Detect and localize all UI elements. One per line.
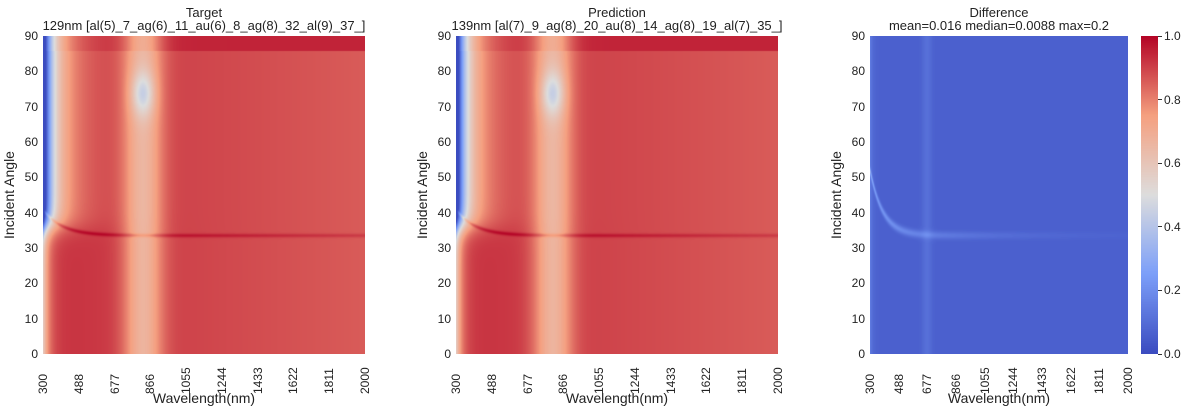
y-tick-label: 20	[24, 276, 38, 291]
x-tick-label: 2000	[358, 367, 372, 394]
y-tick-label: 40	[24, 205, 38, 220]
colorbar-tick-label: 1.0	[1164, 29, 1181, 43]
y-tick-label: 90	[24, 29, 38, 43]
colorbar-tick-label: 0.6	[1164, 156, 1181, 171]
y-tick-label: 10	[437, 311, 451, 326]
y-tick-label: 20	[851, 276, 865, 291]
heatmap-1	[43, 36, 365, 354]
x-tick-label: 488	[484, 373, 499, 394]
y-tick-label: 50	[851, 170, 865, 185]
y-axis-label: Incident Angle	[414, 151, 430, 239]
x-axis-label: Wavelength(nm)	[947, 390, 1051, 406]
y-tick-label: 70	[24, 99, 38, 114]
y-tick-label: 90	[851, 29, 865, 43]
x-tick-label: 2000	[771, 367, 785, 394]
y-tick-label: 30	[437, 241, 451, 255]
x-tick-label: 300	[449, 373, 463, 394]
y-tick-label: 0	[444, 347, 451, 361]
y-tick-label: 30	[24, 241, 38, 255]
y-tick-label: 0	[858, 347, 865, 361]
x-tick-label: 1811	[735, 368, 750, 394]
y-tick-label: 60	[24, 135, 38, 149]
x-tick-label: 300	[863, 373, 877, 394]
y-axis-label: Incident Angle	[828, 151, 844, 239]
chart-title-1: Target	[185, 5, 223, 20]
y-tick-label: 40	[437, 205, 451, 220]
chart-subtitle-3: mean=0.016 median=0.0088 max=0.2	[888, 18, 1110, 33]
y-axis-label: Incident Angle	[1, 151, 17, 239]
y-tick-label: 30	[851, 241, 865, 255]
colorbar-tick-mark	[1158, 226, 1162, 228]
colorbar-tick-mark	[1158, 99, 1162, 101]
y-tick-label: 10	[24, 311, 38, 326]
y-tick-label: 60	[437, 135, 451, 149]
chart-subtitle-1: 129nm [al(5)_7_ag(6)_11_au(6)_8_ag(8)_32…	[42, 18, 366, 33]
colorbar	[1141, 36, 1158, 354]
colorbar-tick-label: 0.8	[1164, 92, 1181, 107]
y-tick-label: 50	[437, 170, 451, 185]
x-axis-label: Wavelength(nm)	[152, 390, 256, 406]
y-tick-label: 60	[851, 135, 865, 149]
colorbar-tick-mark	[1158, 35, 1162, 37]
x-tick-label: 2000	[1121, 367, 1135, 394]
y-tick-label: 80	[437, 64, 451, 79]
y-tick-label: 70	[437, 99, 451, 114]
colorbar-tick-mark	[1158, 162, 1162, 164]
x-axis-label: Wavelength(nm)	[565, 390, 669, 406]
colorbar-tick-label: 0.2	[1164, 283, 1181, 298]
chart-title-2: Prediction	[588, 5, 646, 20]
y-tick-label: 70	[851, 99, 865, 114]
x-tick-label: 488	[71, 373, 86, 394]
colorbar-tick-mark	[1158, 353, 1162, 355]
colorbar-tick-label: 0.0	[1164, 347, 1181, 361]
chart-subtitle-2: 139nm [al(7)_9_ag(8)_20_au(8)_14_ag(8)_1…	[451, 18, 783, 33]
x-tick-label: 300	[36, 373, 50, 394]
y-tick-label: 80	[851, 64, 865, 79]
y-tick-label: 80	[24, 64, 38, 79]
colorbar-tick-label: 0.4	[1164, 219, 1181, 234]
y-tick-label: 10	[851, 311, 865, 326]
colorbar-tick-mark	[1158, 289, 1162, 291]
y-tick-label: 0	[31, 347, 38, 361]
heatmap-3	[870, 36, 1128, 354]
chart-title-3: Difference	[969, 5, 1029, 20]
y-tick-label: 90	[437, 29, 451, 43]
y-tick-label: 50	[24, 170, 38, 185]
y-tick-label: 40	[851, 205, 865, 220]
heatmap-2	[456, 36, 778, 354]
x-tick-label: 1811	[322, 368, 337, 394]
y-tick-label: 20	[437, 276, 451, 291]
